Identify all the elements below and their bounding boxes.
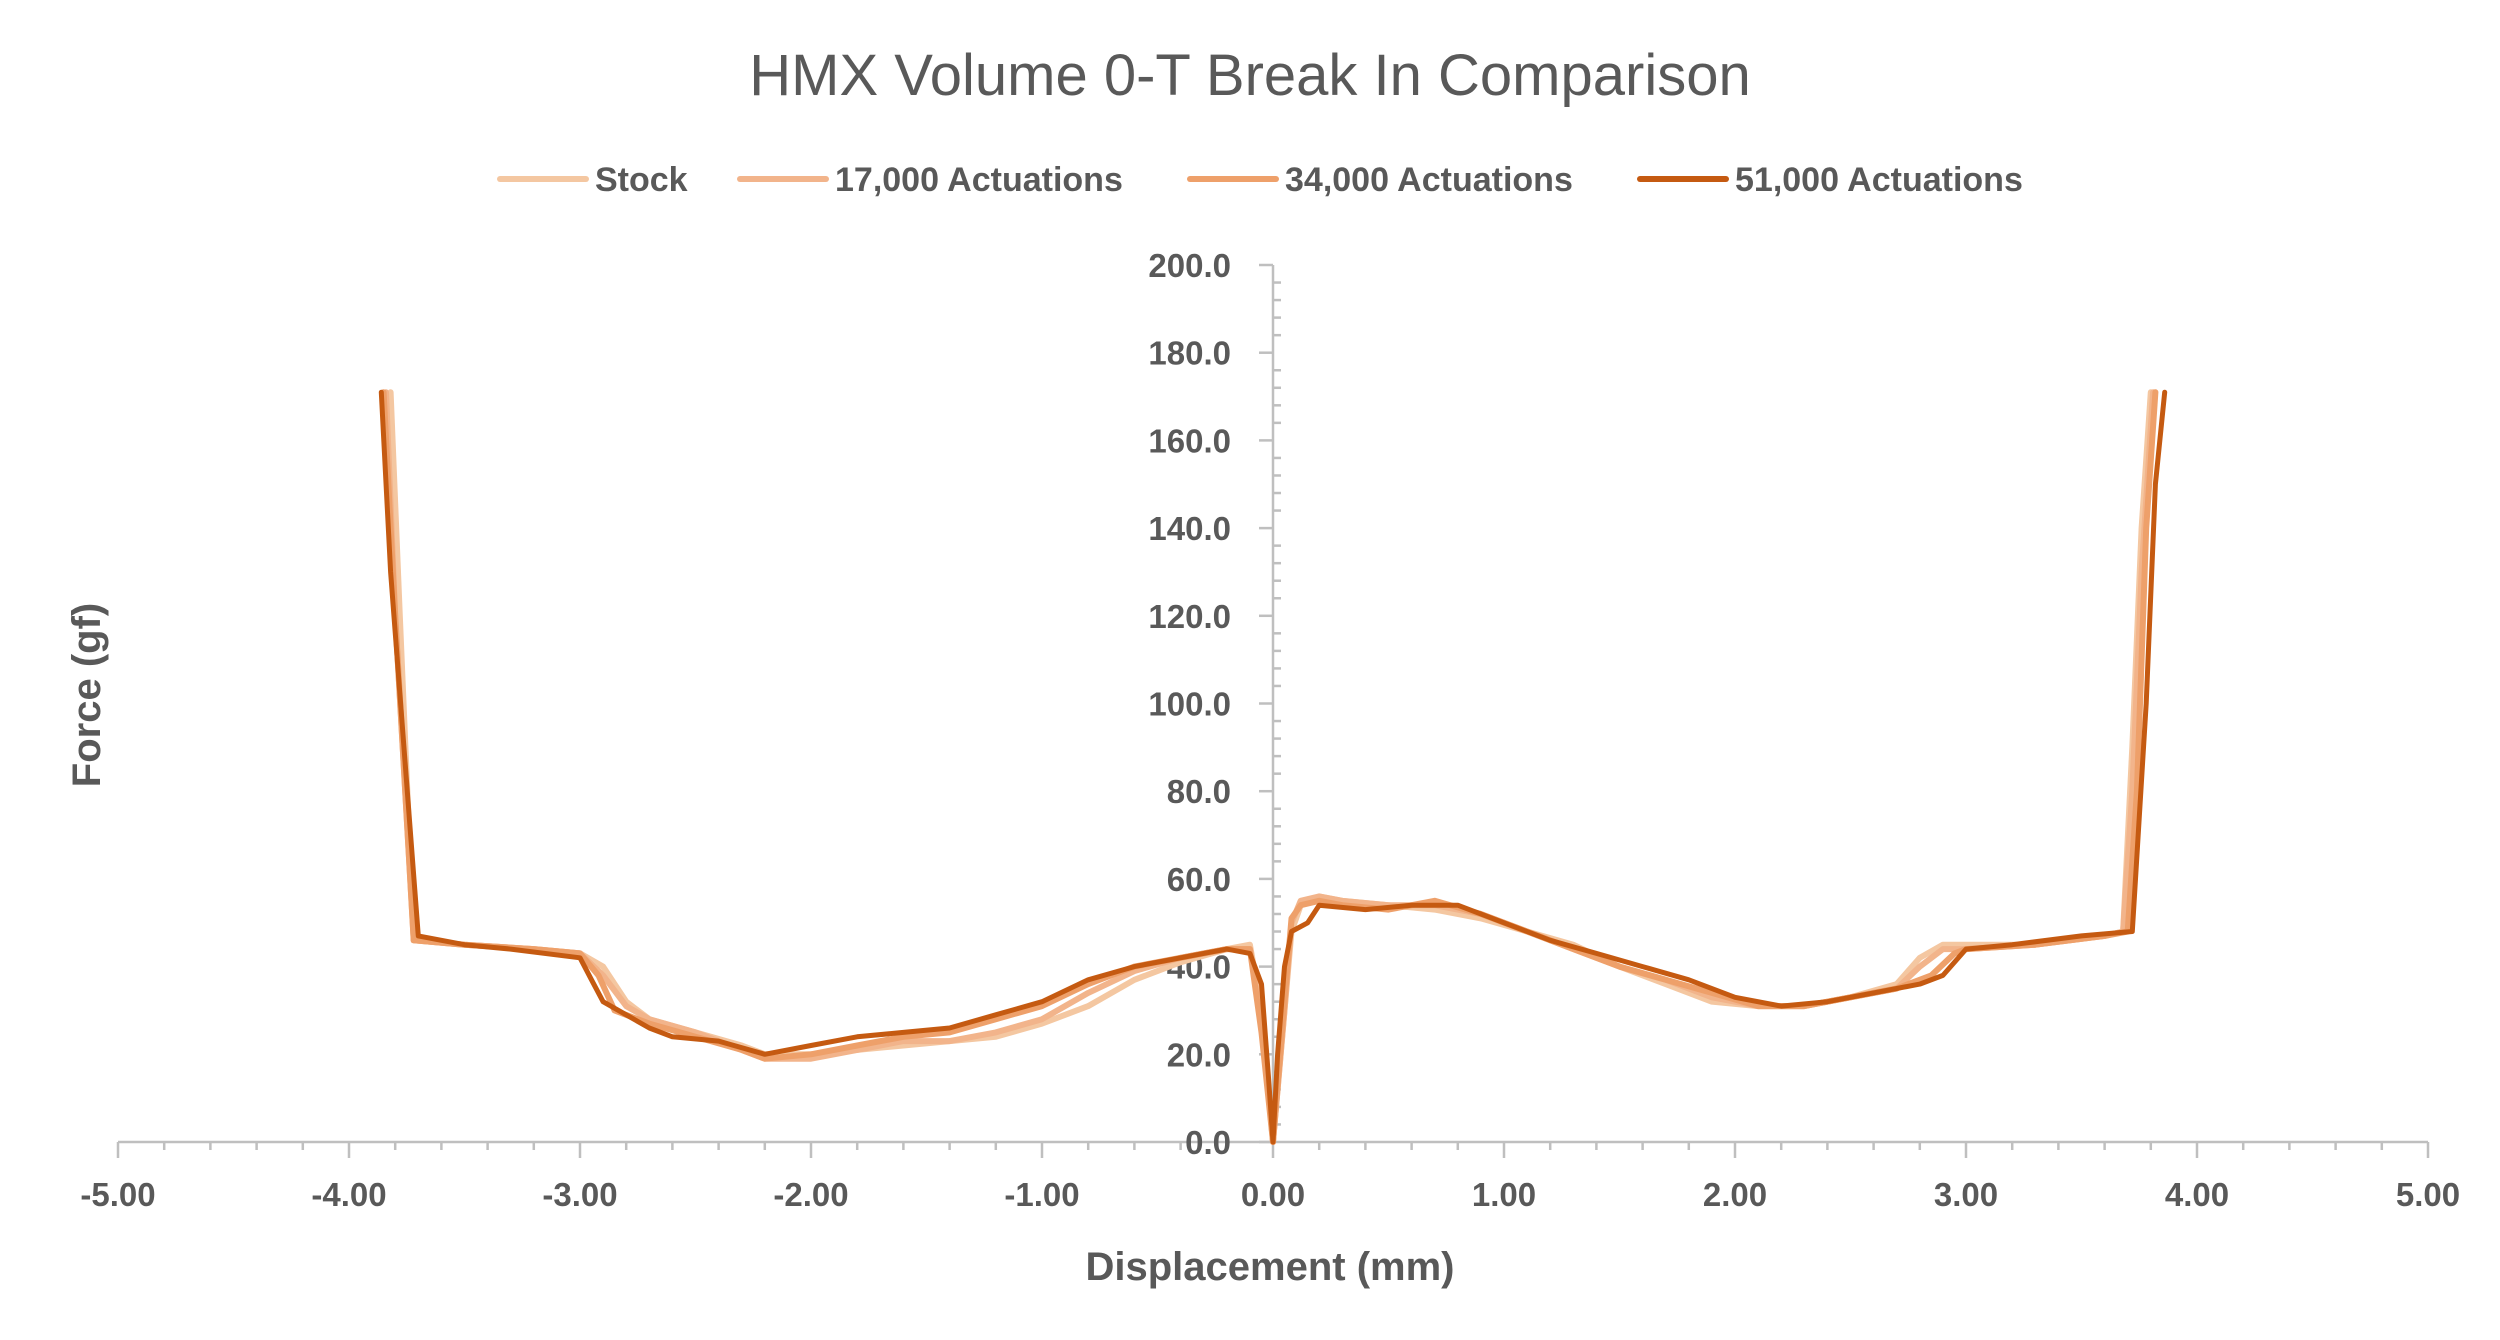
y-tick-label: 200.0: [1148, 247, 1231, 284]
x-tick-label: 5.00: [2396, 1176, 2460, 1213]
series-group: [378, 389, 2168, 1145]
y-tick-label: 120.0: [1148, 598, 1231, 635]
legend-label: 17,000 Actuations: [835, 161, 1123, 199]
y-tick-label: 60.0: [1167, 861, 1231, 898]
x-tick-label: 2.00: [1703, 1176, 1767, 1213]
y-tick-label: 80.0: [1167, 773, 1231, 810]
y-tick-label: 0.0: [1185, 1124, 1231, 1161]
y-tick-label: 180.0: [1148, 335, 1231, 372]
series-line-4: [378, 389, 2168, 1145]
y-tick-label: 20.0: [1167, 1036, 1231, 1073]
legend: Stock 17,000 Actuations 34,000 Actuations 5…: [497, 161, 2023, 199]
x-tick-label: 1.00: [1472, 1176, 1536, 1213]
x-tick-label: 0.00: [1241, 1176, 1305, 1213]
legend-label: Stock: [595, 161, 688, 199]
series-line-3: [380, 389, 2159, 1145]
x-tick-label: -3.00: [542, 1176, 617, 1213]
y-tick-label: 140.0: [1148, 510, 1231, 547]
x-tick-label: -4.00: [311, 1176, 386, 1213]
legend-label: 34,000 Actuations: [1285, 161, 1573, 199]
x-tick-label: 3.00: [1934, 1176, 1998, 1213]
axes: -5.00 -4.00 -3.00 -2.00 -1.00 0.00 1.00 2.00 3.0…: [80, 247, 2460, 1213]
x-tick-label: -1.00: [1004, 1176, 1079, 1213]
legend-label: 51,000 Actuations: [1735, 161, 2023, 199]
x-axis-title: Displacement (mm): [1086, 1245, 1455, 1289]
y-tick-label: 100.0: [1148, 686, 1231, 723]
y-axis-title: Force (gf): [65, 603, 109, 787]
chart-title: HMX Volume 0-T Break In Comparison: [749, 43, 1750, 108]
y-tick-label: 160.0: [1148, 422, 1231, 459]
x-tick-label: -2.00: [773, 1176, 848, 1213]
x-tick-label: 4.00: [2165, 1176, 2229, 1213]
x-tick-label: -5.00: [80, 1176, 155, 1213]
